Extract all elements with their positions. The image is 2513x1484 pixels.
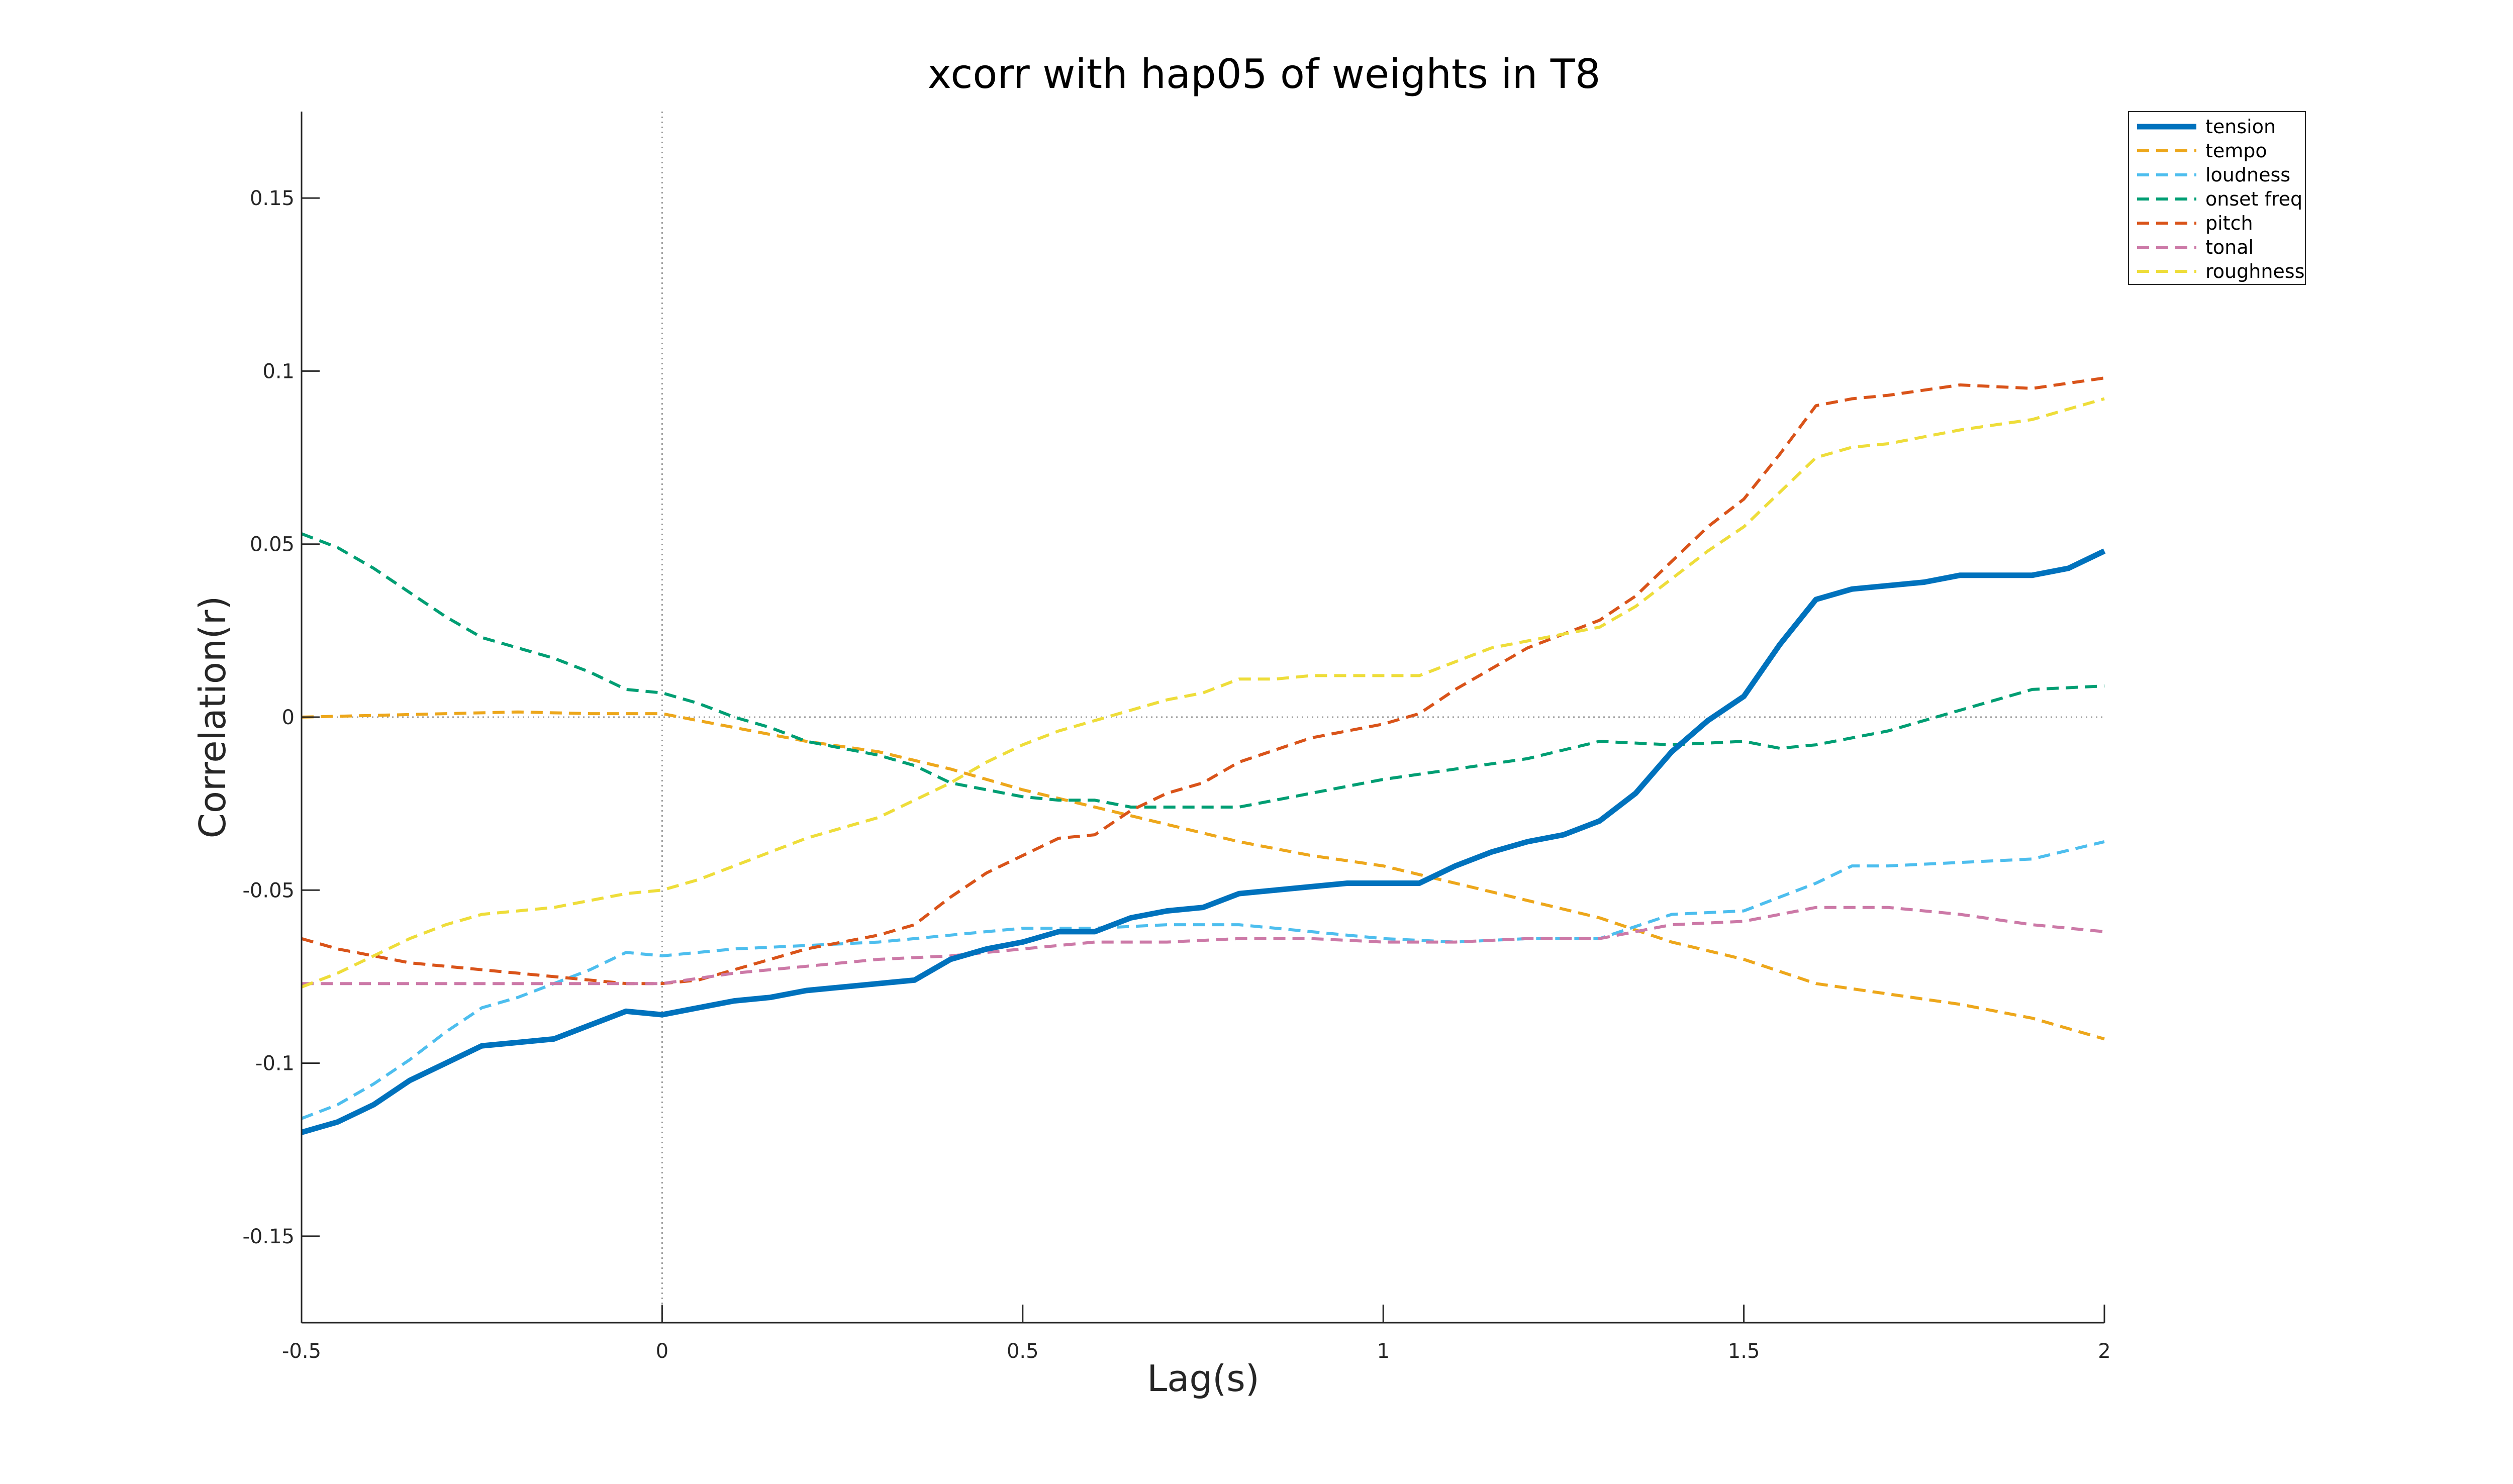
y-tick-label: -0.05: [243, 879, 295, 902]
legend-label: loudness: [2205, 164, 2290, 186]
y-tick-label: 0.15: [250, 187, 295, 210]
legend-label: tension: [2205, 116, 2276, 138]
x-axis-title: Lag(s): [1147, 1357, 1260, 1400]
legend-label: onset freq: [2205, 188, 2302, 210]
x-tick-label: 0: [656, 1340, 668, 1363]
chart-title: xcorr with hap05 of weights in T8: [927, 51, 1600, 97]
x-tick-label: 2: [2098, 1340, 2110, 1363]
x-tick-label: 1: [1377, 1340, 1389, 1363]
y-tick-label: -0.15: [243, 1225, 295, 1248]
ticks: -0.5 0 0.5 1 1.5 2 -0.15 -0.1 -0.05 0 0.05 0.1 0.15: [243, 187, 2111, 1363]
x-tick-label: 0.5: [1007, 1340, 1039, 1363]
series-line-roughness: [301, 397, 2105, 988]
y-tick-label: 0.1: [262, 360, 295, 383]
y-tick-label: 0: [282, 706, 295, 729]
series-line-pitch: [301, 376, 2105, 985]
legend-label: roughness: [2205, 260, 2304, 282]
y-tick-label: -0.1: [255, 1052, 295, 1075]
legend-label: tonal: [2205, 236, 2254, 258]
y-tick-label: 0.05: [250, 533, 295, 556]
series-line-loudness: [301, 840, 2105, 1120]
series-line-onset-freq: [301, 532, 2105, 809]
series-line-tempo: [301, 710, 2105, 1041]
series-line-tension: [301, 548, 2106, 1135]
legend-label: tempo: [2205, 140, 2267, 162]
legend-label: pitch: [2205, 212, 2253, 234]
series-layer: [301, 376, 2106, 1135]
y-axis-title: Correlation(r): [191, 596, 234, 839]
reference-lines: [302, 112, 2104, 1323]
x-tick-label: 1.5: [1728, 1340, 1760, 1363]
series-line-tonal: [302, 906, 2105, 985]
x-tick-label: -0.5: [282, 1340, 321, 1363]
